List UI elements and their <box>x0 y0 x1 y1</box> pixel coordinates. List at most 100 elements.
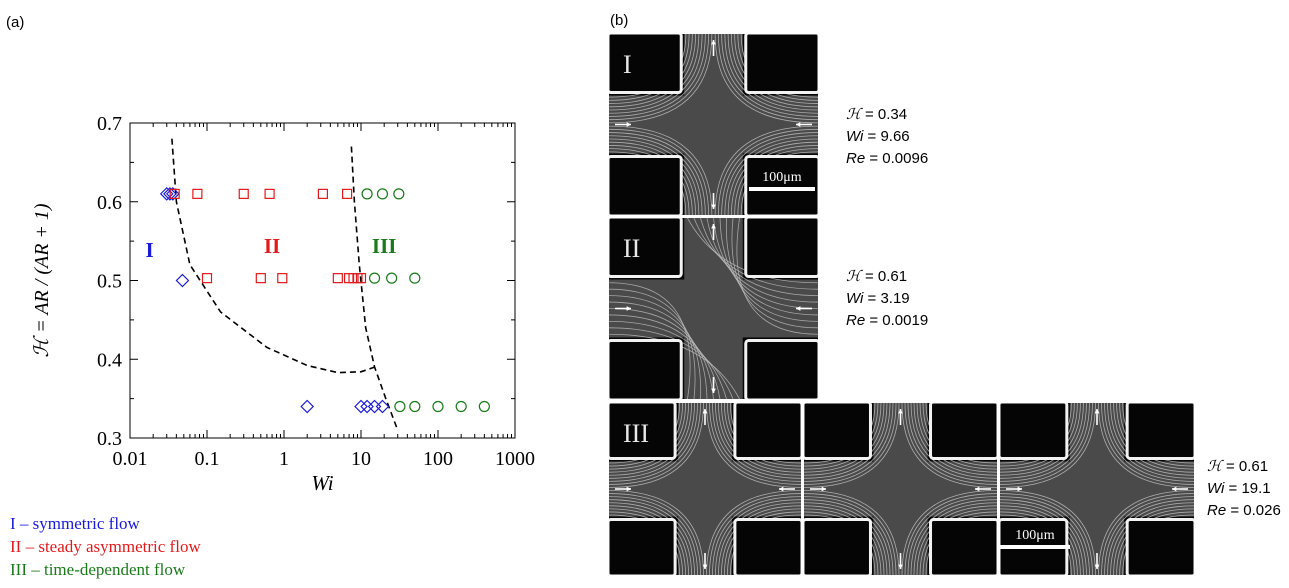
flow-arrowhead <box>796 122 801 127</box>
streamline <box>609 308 714 399</box>
flow-arrowhead <box>711 204 716 209</box>
micrograph-label: I <box>623 50 632 79</box>
corner-block <box>1000 403 1069 460</box>
micrograph-regime-iii-frame-3: 100μm <box>1000 403 1194 575</box>
data-point-circle <box>386 272 398 284</box>
streamline <box>609 333 740 399</box>
streamline <box>609 403 704 488</box>
streamline <box>687 218 818 284</box>
flow-arrowhead <box>711 388 716 393</box>
scale-bar: 100μm <box>1000 528 1070 549</box>
streamline <box>609 493 701 575</box>
region-label: II <box>264 234 280 258</box>
data-point-square <box>255 273 266 284</box>
corner-block <box>609 338 683 399</box>
re-symbol: Re <box>846 150 866 167</box>
streamline <box>714 125 818 215</box>
flow-arrowhead <box>626 486 631 492</box>
streamline <box>721 132 818 215</box>
streamline <box>609 34 710 121</box>
streamline <box>609 288 696 399</box>
corner-block <box>929 518 997 575</box>
panel-b-label: (b) <box>610 12 629 29</box>
regime-boundary-line <box>350 146 399 431</box>
streamline <box>706 490 801 575</box>
horizontal-channel <box>1000 461 1194 517</box>
corner-block <box>609 518 677 575</box>
streamline <box>804 490 900 575</box>
streamline <box>709 493 801 575</box>
y-tick-label: 0.6 <box>97 192 122 214</box>
scale-bar-line <box>1000 545 1070 549</box>
data-point-diamond <box>175 273 190 288</box>
wi-value: = 19.1 <box>1228 480 1271 497</box>
data-point-square <box>238 188 249 199</box>
y-axis-label: ℋ = AR / (AR + 1) <box>31 203 53 357</box>
x-tick-label: 10 <box>351 448 371 470</box>
micrograph-label: III <box>623 419 649 448</box>
streamline <box>713 218 818 309</box>
data-point-circle <box>409 400 421 413</box>
x-axis-label: Wi <box>311 471 333 495</box>
streamline <box>709 403 801 485</box>
y-tick-label: 0.4 <box>97 349 122 371</box>
re-symbol: Re <box>1207 502 1227 519</box>
flow-arrowhead <box>796 306 801 311</box>
streamline <box>804 496 894 575</box>
micrograph-label: II <box>623 234 641 263</box>
data-point-square <box>201 273 213 284</box>
streamline <box>609 320 727 399</box>
regime-boundary-line <box>171 138 375 374</box>
streamline <box>609 34 706 117</box>
data-point-circle <box>394 400 406 413</box>
re-value: = 0.0096 <box>869 150 929 167</box>
params-regime-i: ℋ = 0.34 Wi = 9.66 Re = 0.0096 <box>846 104 928 170</box>
data-point-square <box>277 273 288 284</box>
flow-arrowhead <box>702 409 708 414</box>
data-point-circle <box>478 400 490 413</box>
streamline <box>1104 403 1194 482</box>
scale-bar-label: 100μm <box>1015 528 1055 543</box>
streamline <box>904 403 997 485</box>
data-point-diamond <box>163 187 177 201</box>
streamline <box>712 403 801 482</box>
wi-value: = 9.66 <box>867 128 910 145</box>
data-point-square <box>355 273 367 284</box>
streamline <box>804 403 897 485</box>
streamline <box>609 403 701 485</box>
h-symbol: ℋ <box>846 107 861 123</box>
streamline <box>714 34 818 124</box>
streamline <box>609 327 734 399</box>
corner-block <box>744 154 818 215</box>
flow-arrowhead <box>975 486 980 492</box>
x-tick-label: 0.1 <box>195 448 220 470</box>
streamline <box>1101 493 1194 575</box>
streamline <box>609 301 708 399</box>
data-point-square <box>192 188 203 199</box>
streamline <box>717 128 818 215</box>
corner-block <box>733 518 801 575</box>
corner-block <box>1125 518 1194 575</box>
data-point-diamond <box>375 399 390 414</box>
data-point-square <box>169 188 180 199</box>
scale-bar-label: 100μm <box>762 170 802 185</box>
corner-block <box>804 403 872 460</box>
flow-arrowhead <box>1094 409 1100 414</box>
streamline <box>721 34 818 117</box>
corner-block <box>804 518 872 575</box>
wi-symbol: Wi <box>846 290 864 307</box>
cross-slot-image <box>609 34 818 215</box>
corner-block <box>1125 403 1194 460</box>
wi-symbol: Wi <box>846 128 864 145</box>
flow-arrowhead <box>626 122 631 127</box>
streamline <box>717 34 818 121</box>
wi-value: = 3.19 <box>867 290 910 307</box>
streamline <box>1104 496 1194 575</box>
streamline <box>901 490 997 575</box>
x-tick-label: 100 <box>423 448 453 470</box>
flow-arrowhead <box>711 40 716 45</box>
streamline <box>1098 403 1194 488</box>
corner-block <box>609 154 683 215</box>
corner-block <box>929 403 997 460</box>
data-point-circle <box>393 188 405 200</box>
